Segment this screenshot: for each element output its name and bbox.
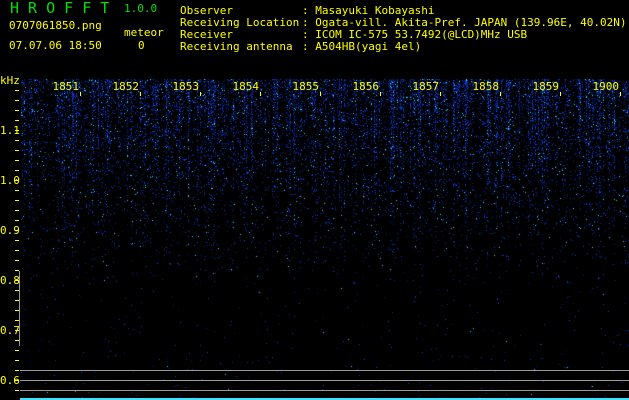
observer-label: Observer <box>180 4 233 17</box>
y-tick <box>15 340 19 341</box>
y-tick <box>15 240 19 241</box>
app-title: H R O F F T <box>10 0 110 17</box>
y-tick <box>15 310 19 311</box>
observer-value: : Masayuki Kobayashi <box>302 4 435 17</box>
time-tick <box>500 92 501 96</box>
time-tick <box>320 92 321 96</box>
y-tick <box>15 120 19 121</box>
y-tick <box>15 190 19 191</box>
time-label: 1855 <box>292 80 320 93</box>
time-label: 1856 <box>352 80 380 93</box>
y-label: 0.7 <box>0 324 20 337</box>
y-tick <box>15 320 19 321</box>
meteor-count: 0 <box>138 39 145 52</box>
time-tick <box>260 92 261 96</box>
y-tick <box>15 390 19 391</box>
y-label: 1.0 <box>0 174 20 187</box>
y-tick <box>15 160 19 161</box>
y-label: 1.1 <box>0 124 20 137</box>
y-tick <box>15 280 19 281</box>
app-version: 1.0.0 <box>124 2 158 15</box>
y-tick <box>15 360 19 361</box>
y-tick <box>15 330 19 331</box>
y-tick <box>15 370 19 371</box>
location-value: : Ogata-vill. Akita-Pref. JAPAN (139.96E… <box>302 16 627 29</box>
y-tick <box>15 270 19 271</box>
y-tick <box>15 140 19 141</box>
y-label: 0.9 <box>0 224 20 237</box>
y-unit-label: kHz <box>0 74 20 87</box>
y-tick <box>15 130 19 131</box>
y-tick <box>15 260 19 261</box>
y-tick <box>15 180 19 181</box>
y-tick <box>15 230 19 231</box>
reference-line-2 <box>20 380 629 381</box>
time-tick <box>140 92 141 96</box>
y-tick <box>15 100 19 101</box>
file-datetime: 07.07.06 18:50 <box>9 39 102 52</box>
y-tick <box>15 290 19 291</box>
meteor-label: meteor <box>124 26 164 39</box>
receiver-label: Receiver <box>180 28 233 41</box>
time-label: 1857 <box>412 80 440 93</box>
gray-vertical-marker <box>19 271 20 346</box>
reference-line-3 <box>20 390 629 391</box>
time-label: 1853 <box>172 80 200 93</box>
time-tick <box>440 92 441 96</box>
y-tick <box>15 250 19 251</box>
time-tick <box>200 92 201 96</box>
baseline <box>20 398 629 400</box>
y-tick <box>15 110 19 111</box>
time-tick <box>620 92 621 96</box>
y-tick <box>15 220 19 221</box>
y-label: 0.8 <box>0 274 20 287</box>
time-label: 1858 <box>472 80 500 93</box>
time-tick <box>80 92 81 96</box>
time-label: 1900 <box>592 80 620 93</box>
location-label: Receiving Location <box>180 16 300 29</box>
y-tick <box>15 350 19 351</box>
y-label: 0.6 <box>0 374 20 387</box>
time-label: 1859 <box>532 80 560 93</box>
antenna-value: : A504HB(yagi 4el) <box>302 40 422 53</box>
receiver-value: : ICOM IC-575 53.7492(@LCD)MHz USB <box>302 28 528 41</box>
time-label: 1851 <box>52 80 80 93</box>
reference-line-1 <box>20 370 629 371</box>
time-label: 1854 <box>232 80 260 93</box>
y-tick <box>15 200 19 201</box>
time-tick <box>560 92 561 96</box>
y-tick <box>15 90 19 91</box>
y-tick <box>15 210 19 211</box>
time-tick <box>380 92 381 96</box>
antenna-label: Receiving antenna <box>180 40 293 53</box>
spectrogram <box>21 79 629 400</box>
y-tick <box>15 380 19 381</box>
time-label: 1852 <box>112 80 140 93</box>
file-name: 0707061850.png <box>9 19 102 32</box>
y-tick <box>15 150 19 151</box>
y-tick <box>15 170 19 171</box>
y-tick <box>15 300 19 301</box>
